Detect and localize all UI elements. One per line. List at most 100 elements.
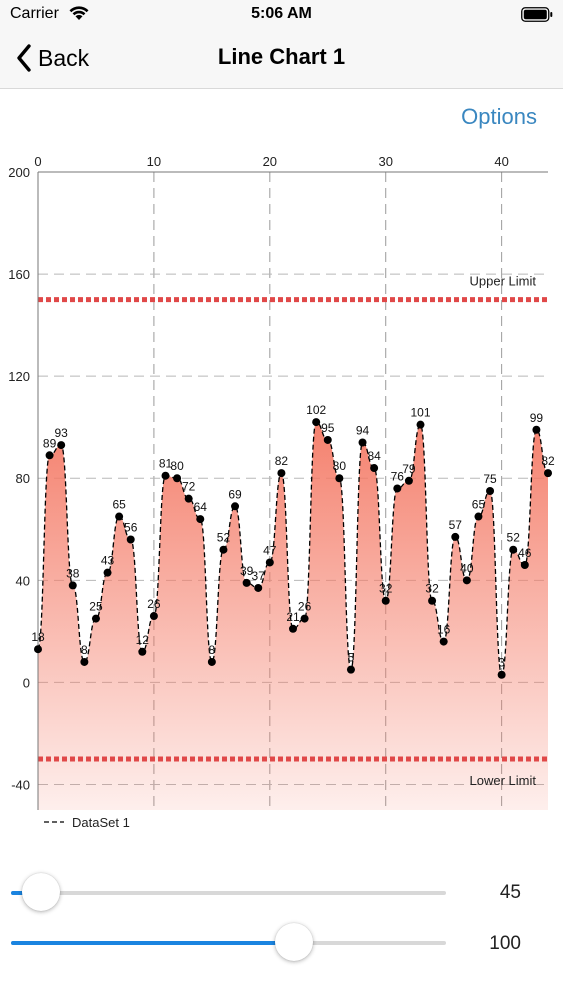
- data-point: [532, 425, 541, 434]
- data-point: [439, 637, 448, 646]
- y-tick-label: 80: [16, 471, 30, 486]
- data-label: 56: [124, 520, 138, 534]
- data-point: [277, 469, 286, 478]
- chevron-left-icon: [17, 44, 31, 72]
- battery-icon: [521, 7, 553, 22]
- data-label: 69: [228, 487, 242, 501]
- series-area-fill: [38, 422, 548, 810]
- data-label: 26: [147, 597, 161, 611]
- x-tick-label: 40: [494, 154, 508, 169]
- data-point: [486, 487, 495, 495]
- data-label: 72: [182, 480, 196, 494]
- x-tick-label: 10: [147, 154, 161, 169]
- data-point: [381, 596, 390, 605]
- data-label: 81: [159, 457, 173, 471]
- back-button[interactable]: Back: [16, 40, 89, 76]
- data-label: 18: [31, 630, 45, 644]
- x-tick-label: 0: [34, 154, 41, 169]
- data-label: 12: [136, 633, 150, 647]
- data-point: [45, 451, 54, 460]
- data-label: 93: [55, 426, 69, 440]
- data-point: [254, 583, 263, 592]
- data-label: 46: [518, 546, 532, 560]
- wifi-icon: [69, 6, 89, 20]
- options-button[interactable]: Options: [461, 104, 537, 129]
- data-point: [346, 665, 355, 674]
- back-label: Back: [38, 44, 90, 71]
- data-point: [207, 657, 216, 666]
- data-label: 75: [483, 472, 497, 486]
- legend-label: DataSet 1: [72, 815, 130, 830]
- data-point: [497, 670, 506, 679]
- data-label: 65: [112, 498, 126, 512]
- data-point: [370, 464, 379, 473]
- slider-2-value: 100: [489, 933, 521, 954]
- data-label: 47: [263, 543, 277, 557]
- slider-thumb[interactable]: [22, 873, 61, 911]
- data-point: [196, 515, 205, 524]
- data-point: [57, 441, 66, 450]
- data-point: [451, 532, 460, 541]
- data-point: [416, 420, 425, 429]
- data-label: 79: [402, 462, 416, 476]
- data-point: [289, 624, 297, 633]
- navigation-bar: Back Line Chart 1: [0, 30, 563, 89]
- data-label: 38: [66, 566, 80, 580]
- data-point: [312, 418, 321, 427]
- slider-1[interactable]: [11, 873, 446, 913]
- data-point: [323, 435, 332, 444]
- data-label: 25: [89, 600, 103, 614]
- data-point: [126, 535, 135, 544]
- data-point: [393, 484, 402, 493]
- y-tick-label: 40: [16, 573, 30, 588]
- slider-thumb[interactable]: [274, 923, 313, 961]
- data-point: [474, 512, 483, 521]
- data-label: 65: [472, 498, 486, 512]
- data-point: [161, 471, 170, 480]
- data-point: [404, 476, 413, 485]
- data-point: [91, 614, 100, 623]
- data-label: 40: [460, 561, 474, 575]
- data-label: 3: [498, 656, 505, 670]
- data-label: 84: [367, 449, 381, 463]
- data-point: [242, 578, 251, 587]
- data-label: 80: [333, 459, 347, 473]
- y-tick-label: -40: [11, 777, 30, 792]
- data-label: 8: [81, 643, 88, 657]
- data-point: [358, 438, 367, 447]
- data-label: 39: [240, 564, 254, 578]
- y-tick-label: 120: [8, 369, 30, 384]
- data-point: [184, 494, 193, 503]
- x-tick-label: 20: [263, 154, 277, 169]
- data-label: 82: [275, 454, 289, 468]
- data-label: 8: [209, 643, 216, 657]
- data-point: [103, 568, 112, 577]
- data-point: [115, 512, 124, 521]
- y-tick-label: 160: [8, 267, 30, 282]
- data-point: [335, 474, 344, 483]
- data-label: 64: [194, 500, 208, 514]
- data-label: 89: [43, 436, 57, 450]
- status-bar: Carrier 5:06 AM: [0, 0, 563, 30]
- limit-line-label: Lower Limit: [470, 773, 537, 788]
- data-label: 32: [379, 582, 393, 596]
- data-point: [462, 576, 471, 585]
- x-tick-label: 30: [378, 154, 392, 169]
- data-label: 94: [356, 424, 370, 438]
- data-label: 80: [170, 459, 184, 473]
- data-point: [34, 645, 42, 654]
- carrier-label: Carrier: [10, 5, 59, 22]
- data-label: 57: [449, 518, 463, 532]
- data-point: [68, 581, 77, 590]
- y-tick-label: 0: [23, 675, 30, 690]
- data-point: [520, 561, 529, 570]
- data-label: 95: [321, 421, 335, 435]
- data-label: 21: [286, 610, 300, 624]
- slider-2[interactable]: [11, 923, 446, 963]
- data-point: [138, 647, 147, 656]
- data-point: [265, 558, 274, 567]
- data-point: [544, 469, 552, 478]
- data-point: [149, 612, 158, 621]
- data-label: 26: [298, 600, 312, 614]
